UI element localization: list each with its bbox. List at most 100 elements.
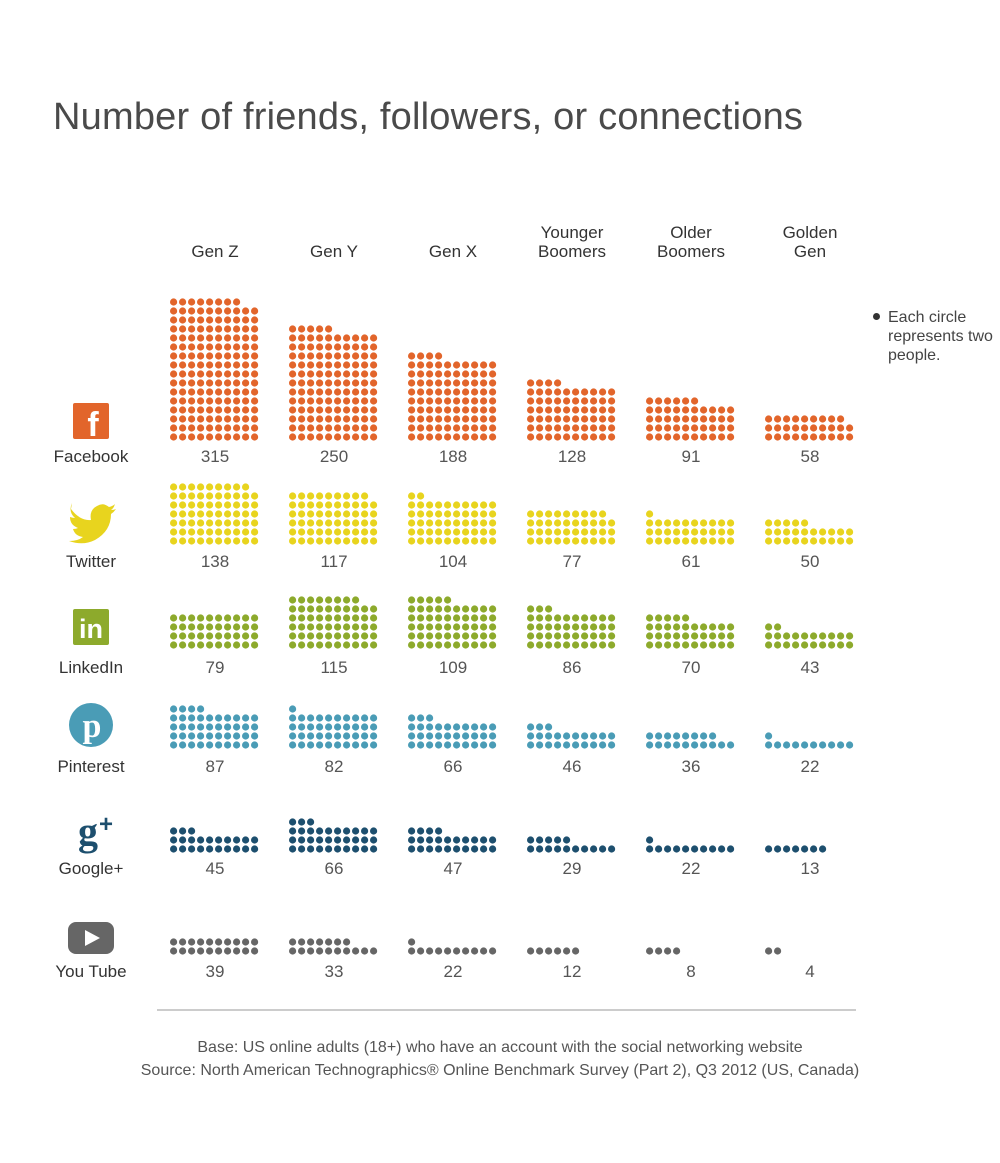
generation-header: Gen Z <box>155 242 275 261</box>
person-dot <box>536 537 544 545</box>
person-dot <box>554 510 562 518</box>
person-dot <box>179 836 187 844</box>
person-dot <box>233 632 241 640</box>
person-dot <box>334 424 342 432</box>
person-dot <box>251 537 259 545</box>
person-dot <box>453 836 461 844</box>
person-dot <box>325 361 333 369</box>
person-dot <box>590 623 598 631</box>
person-dot <box>718 845 726 853</box>
person-dot <box>188 845 196 853</box>
person-dot <box>426 845 434 853</box>
person-dot <box>233 623 241 631</box>
person-dot <box>691 845 699 853</box>
person-dot <box>435 596 443 604</box>
person-dot <box>828 641 836 649</box>
person-dot <box>325 845 333 853</box>
dot-group <box>170 827 259 853</box>
person-dot <box>224 388 232 396</box>
person-dot <box>224 501 232 509</box>
person-dot <box>572 433 580 441</box>
person-dot <box>188 714 196 722</box>
person-dot <box>298 528 306 536</box>
person-dot <box>709 415 717 423</box>
person-dot <box>545 845 553 853</box>
person-dot <box>462 836 470 844</box>
person-dot <box>325 614 333 622</box>
person-dot <box>435 424 443 432</box>
person-dot <box>581 415 589 423</box>
person-dot <box>343 528 351 536</box>
person-dot <box>343 614 351 622</box>
person-dot <box>646 732 654 740</box>
person-dot <box>325 827 333 835</box>
person-dot <box>170 325 178 333</box>
person-dot <box>408 827 416 835</box>
person-dot <box>444 836 452 844</box>
person-dot <box>655 519 663 527</box>
person-dot <box>536 406 544 414</box>
person-dot <box>480 415 488 423</box>
person-dot <box>224 307 232 315</box>
person-dot <box>188 343 196 351</box>
person-dot <box>206 836 214 844</box>
person-dot <box>527 723 535 731</box>
person-dot <box>179 510 187 518</box>
person-dot <box>242 397 250 405</box>
person-dot <box>242 741 250 749</box>
person-dot <box>673 415 681 423</box>
value-label: 43 <box>801 658 820 677</box>
person-dot <box>179 379 187 387</box>
person-dot <box>352 361 360 369</box>
person-dot <box>179 307 187 315</box>
person-dot <box>408 741 416 749</box>
person-dot <box>251 501 259 509</box>
person-dot <box>298 947 306 955</box>
person-dot <box>242 352 250 360</box>
person-dot <box>691 641 699 649</box>
person-dot <box>370 388 378 396</box>
person-dot <box>188 528 196 536</box>
person-dot <box>489 501 497 509</box>
person-dot <box>170 501 178 509</box>
person-dot <box>426 605 434 613</box>
person-dot <box>608 424 616 432</box>
person-dot <box>251 741 259 749</box>
person-dot <box>352 334 360 342</box>
person-dot <box>426 827 434 835</box>
person-dot <box>215 519 223 527</box>
person-dot <box>563 732 571 740</box>
person-dot <box>545 537 553 545</box>
person-dot <box>682 397 690 405</box>
value-label: 8 <box>686 962 695 981</box>
person-dot <box>233 732 241 740</box>
person-dot <box>188 370 196 378</box>
person-dot <box>810 528 818 536</box>
person-dot <box>316 510 324 518</box>
person-dot <box>536 433 544 441</box>
person-dot <box>599 510 607 518</box>
person-dot <box>408 388 416 396</box>
person-dot <box>343 947 351 955</box>
person-dot <box>655 614 663 622</box>
person-dot <box>646 947 654 955</box>
value-label: 66 <box>325 859 344 878</box>
person-dot <box>334 397 342 405</box>
person-dot <box>334 714 342 722</box>
person-dot <box>536 723 544 731</box>
person-dot <box>170 845 178 853</box>
dot-group <box>289 705 378 749</box>
person-dot <box>251 723 259 731</box>
person-dot <box>298 370 306 378</box>
person-dot <box>709 528 717 536</box>
person-dot <box>179 519 187 527</box>
value-label: 22 <box>444 962 463 981</box>
person-dot <box>343 623 351 631</box>
person-dot <box>170 732 178 740</box>
value-label: 79 <box>206 658 225 677</box>
person-dot <box>343 406 351 414</box>
dot-group <box>408 352 497 441</box>
dot-group <box>408 596 497 649</box>
person-dot <box>298 641 306 649</box>
person-dot <box>316 741 324 749</box>
